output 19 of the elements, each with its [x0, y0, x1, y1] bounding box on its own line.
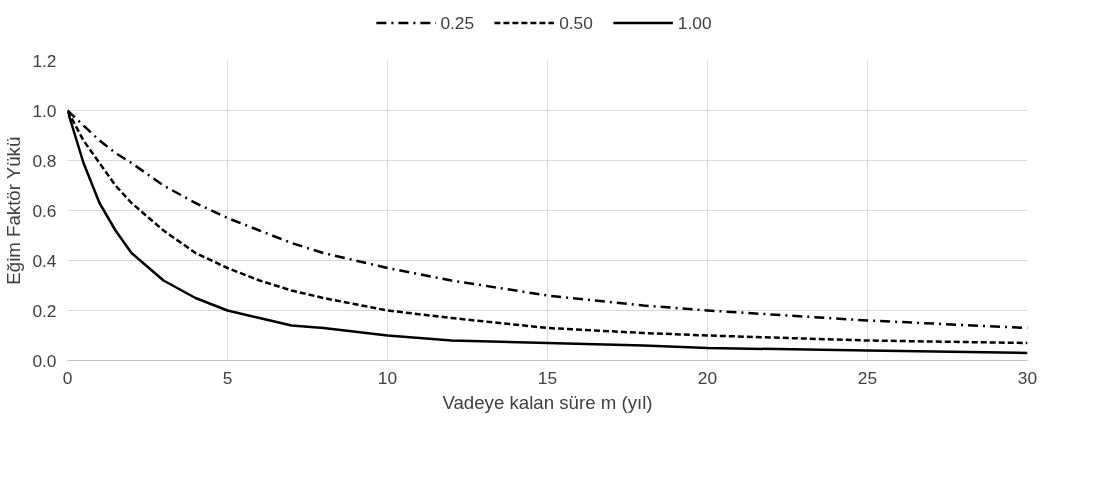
x-axis-title: Vadeye kalan süre m (yıl) — [442, 391, 653, 413]
x-tick-label: 10 — [377, 367, 398, 388]
x-tick-label: 15 — [537, 367, 558, 388]
legend-label: 0.25 — [440, 12, 475, 33]
x-tick-label: 25 — [857, 367, 878, 388]
y-tick-label: 0.0 — [32, 350, 57, 371]
x-tick-label: 30 — [1017, 367, 1038, 388]
x-tick-label: 0 — [62, 367, 73, 388]
x-tick-label: 20 — [697, 367, 718, 388]
y-tick-label: 0.8 — [32, 150, 57, 171]
y-tick-label: 0.6 — [32, 200, 57, 221]
legend-label: 0.50 — [559, 12, 593, 33]
y-axis-title: Eğim Faktör Yükü — [3, 136, 25, 285]
y-tick-label: 0.4 — [32, 250, 57, 271]
y-tick-label: 1.0 — [32, 100, 57, 121]
y-tick-label: 1.2 — [32, 50, 57, 71]
y-tick-label: 0.2 — [32, 300, 57, 321]
x-tick-label: 5 — [222, 367, 233, 388]
legend-label: 1.00 — [677, 12, 712, 33]
